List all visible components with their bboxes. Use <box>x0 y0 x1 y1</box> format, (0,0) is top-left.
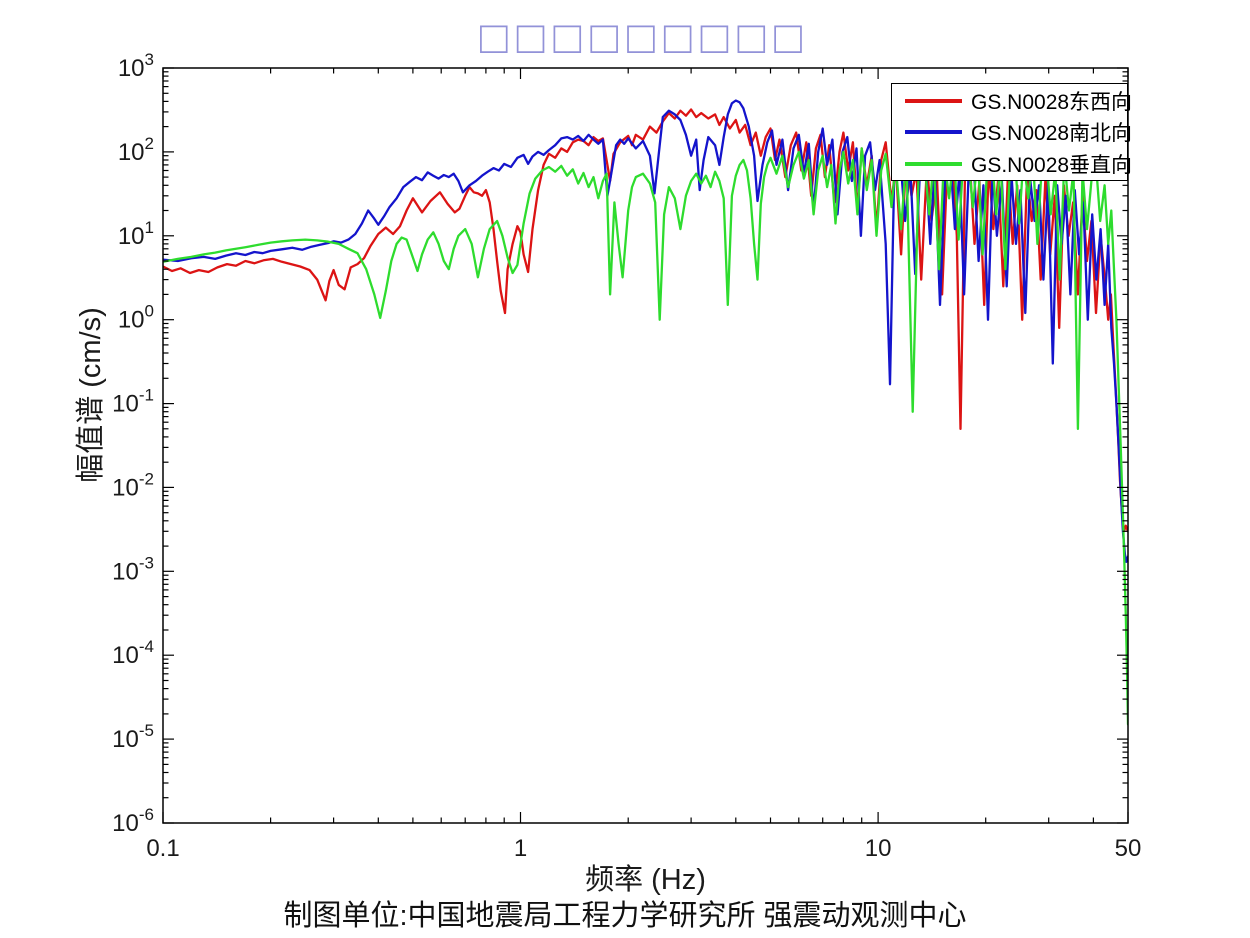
legend-entry-ew: GS.N0028东西向 <box>892 86 1132 116</box>
legend-label-ew: GS.N0028东西向 <box>971 90 1133 114</box>
x-tick-label: 1 <box>514 835 527 862</box>
y-tick-label: 103 <box>118 50 154 82</box>
legend-label-ns: GS.N0028南北向 <box>971 122 1133 145</box>
y-tick-label: 10-2 <box>112 469 154 501</box>
y-tick-label: 10-6 <box>112 805 154 837</box>
legend-label-ud: GS.N0028垂直向 <box>971 153 1133 177</box>
y-axis-label: 幅值谱 (cm/s) <box>75 307 107 483</box>
figure-caption: 制图单位:中国地震局工程力学研究所 强震动观测中心 <box>283 900 967 932</box>
legend-entry-ns: GS.N0028南北向 <box>892 117 1132 147</box>
y-tick-label: 100 <box>118 302 154 334</box>
chart-title: □□□□□□□□□ <box>479 11 812 63</box>
x-tick-label: 10 <box>865 835 892 862</box>
y-tick-label: 101 <box>118 218 154 250</box>
axes <box>162 67 1129 824</box>
x-tick-label: 50 <box>1115 835 1142 862</box>
legend-line-red-icon <box>905 98 962 103</box>
y-tick-label: 10-4 <box>112 637 154 669</box>
x-tick-label: 0.1 <box>146 835 179 862</box>
series-line-0 <box>163 108 1128 533</box>
tick-labels: 0.1 1 10 50 103 102 101 100 10-1 10-2 10-3 10-4 10-5… <box>112 50 1141 862</box>
y-tick-label: 10-1 <box>112 386 154 418</box>
series-line-1 <box>163 99 1128 563</box>
series-line-2 <box>163 147 1128 726</box>
y-tick-label: 10-3 <box>112 553 154 585</box>
legend-box: GS.N0028东西向 GS.N0028南北向 GS.N0028垂直向 <box>891 83 1132 181</box>
x-axis-label: 频率 (Hz) <box>585 864 706 896</box>
y-tick-label: 10-5 <box>112 721 154 753</box>
tick-marks <box>162 67 1129 824</box>
series-lines <box>163 99 1128 726</box>
legend-line-green-icon <box>905 161 962 166</box>
legend-line-blue-icon <box>905 130 962 134</box>
y-tick-label: 102 <box>118 134 154 166</box>
legend-entry-ud: GS.N0028垂直向 <box>892 149 1132 179</box>
